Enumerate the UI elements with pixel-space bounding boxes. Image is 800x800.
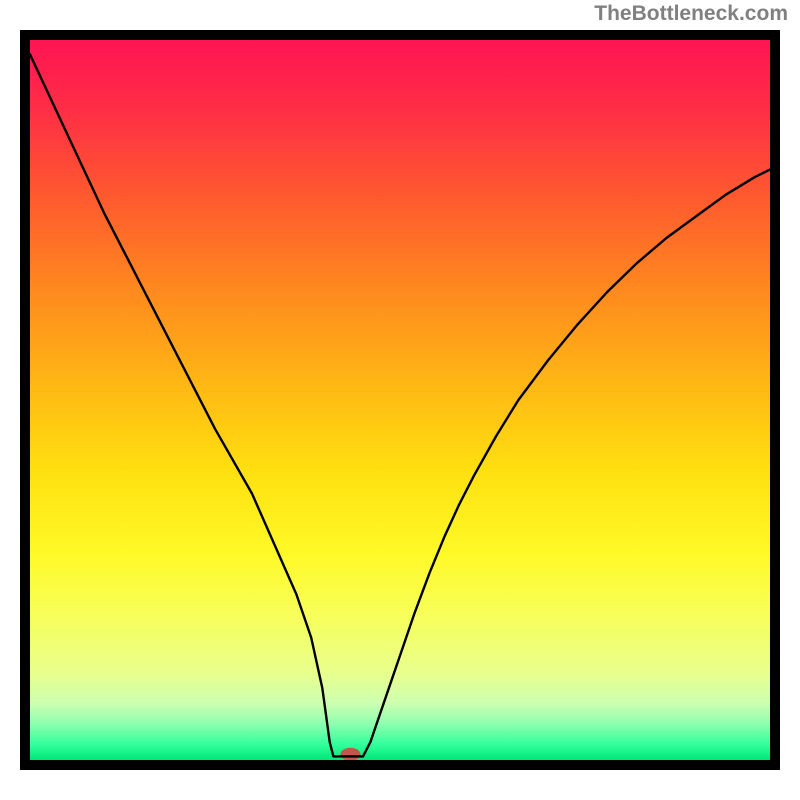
optimum-marker [340,748,360,761]
chart-stage: TheBottleneck.com [0,0,800,800]
bottleneck-curve-chart [0,0,800,800]
watermark-text: TheBottleneck.com [594,2,788,26]
